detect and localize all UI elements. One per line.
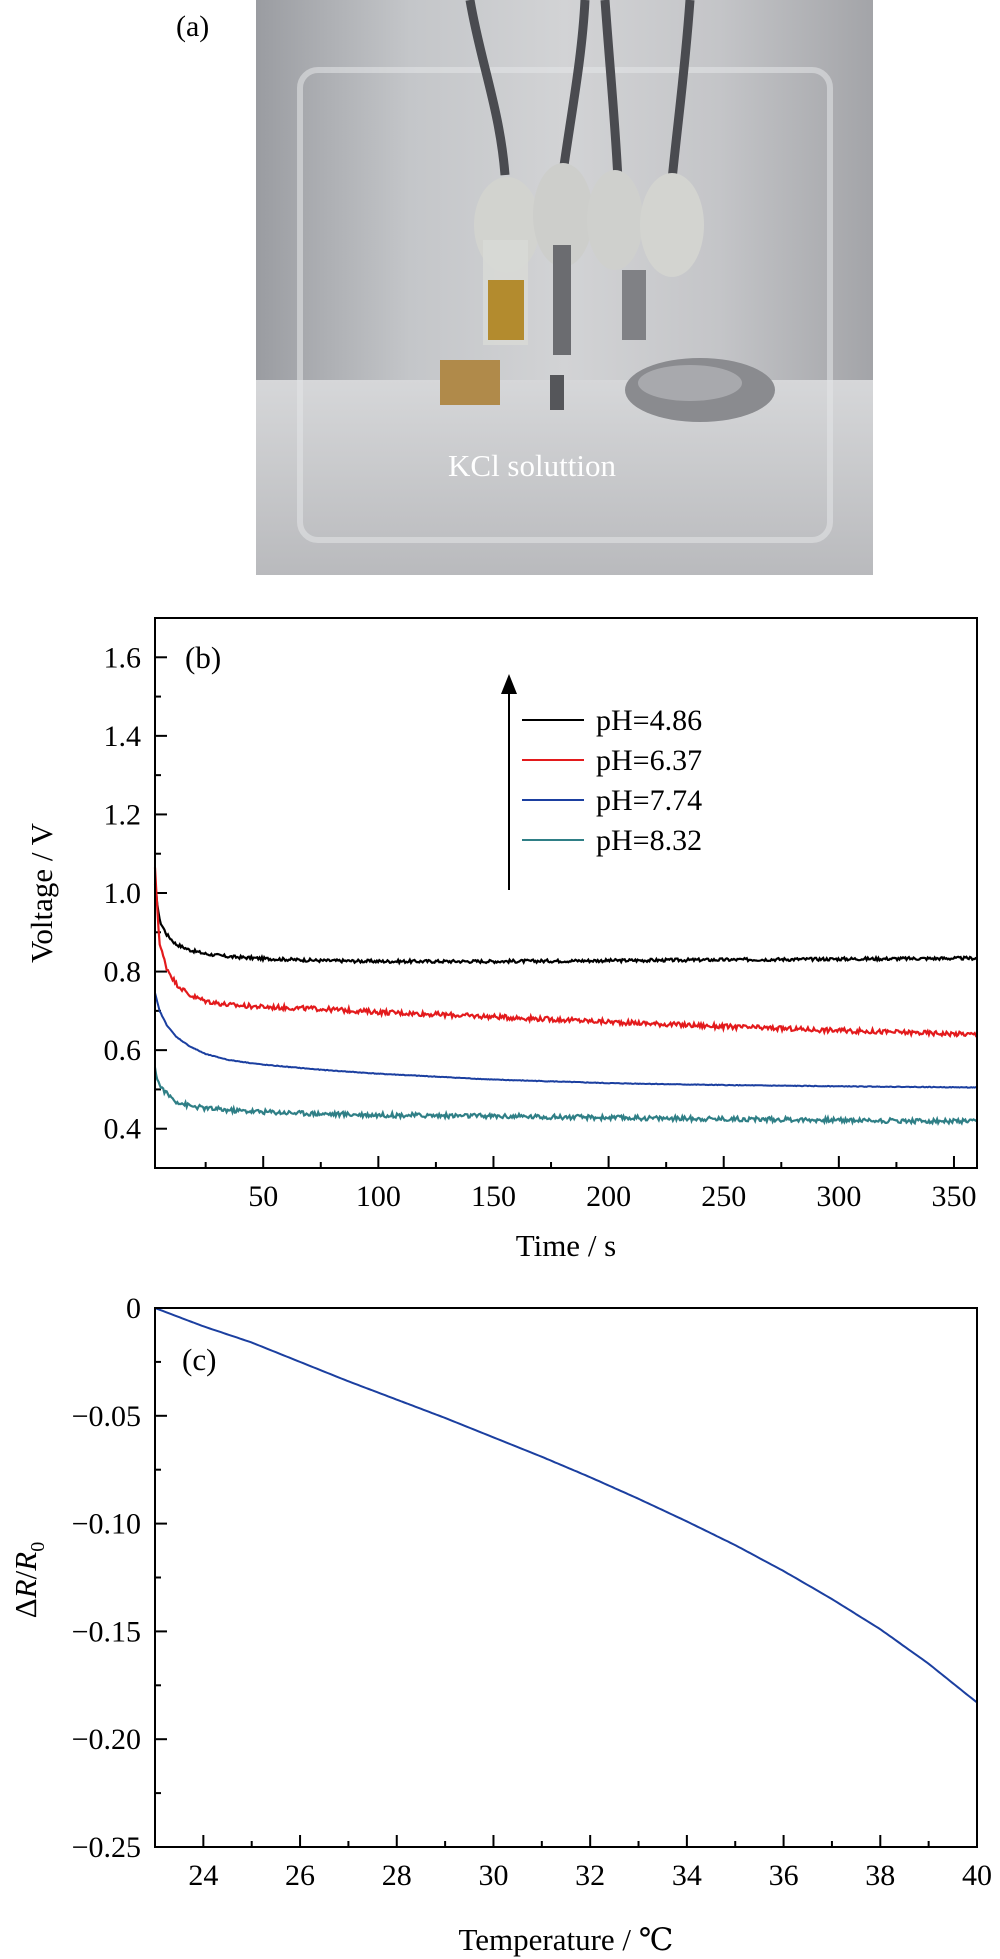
panel-label-c: (c) xyxy=(182,1342,216,1377)
panel-label-b: (b) xyxy=(185,640,221,675)
b-series-line-1 xyxy=(153,867,978,1039)
resistance-temperature-chart: 24 26 28 30 32 34 36 38 40 −0.25 −0.20 −0.15 −0.10 −0… xyxy=(8,1292,992,1957)
b-x-tick-label: 350 xyxy=(931,1180,976,1213)
b-series-line-0 xyxy=(153,883,978,966)
c-x-tick-label: 36 xyxy=(769,1859,799,1892)
c-x-tick-label: 32 xyxy=(575,1859,605,1892)
b-x-tick-label: 50 xyxy=(248,1180,278,1213)
electrode-photo xyxy=(256,0,873,575)
b-x-tick-label: 150 xyxy=(471,1180,516,1213)
c-x-tick-label: 28 xyxy=(382,1859,412,1892)
b-x-tick-label: 200 xyxy=(586,1180,631,1213)
b-x-tick-label: 250 xyxy=(701,1180,746,1213)
c-y-tick-label: −0.25 xyxy=(72,1831,141,1864)
c-x-tick-label: 30 xyxy=(478,1859,508,1892)
c-y-tick-label: 0 xyxy=(126,1292,141,1325)
c-x-tick-label: 26 xyxy=(285,1859,315,1892)
b-x-axis-label: Time / s xyxy=(516,1228,617,1260)
b-tick-group: 50 100 150 200 250 300 350 0.4 0.6 0.8 1.0 1.2 1.4 1.… xyxy=(104,617,976,1213)
c-series-line-0 xyxy=(154,1307,978,1704)
c-tick-group: 24 26 28 30 32 34 36 38 40 −0.25 −0.20 −0.15 −0.10 −0… xyxy=(72,1292,992,1892)
c-y-label-r0: R xyxy=(8,1552,43,1572)
c-y-axis-label: ΔR/R0 xyxy=(8,1542,49,1618)
b-y-tick-label: 0.6 xyxy=(104,1034,142,1067)
c-plot-frame xyxy=(154,1307,978,1848)
b-series-line-3 xyxy=(153,1067,978,1126)
photo-panel: (a) KCl soluttion xyxy=(0,0,1000,580)
c-x-tick-label: 34 xyxy=(672,1859,702,1892)
b-y-tick-label: 1.6 xyxy=(104,641,142,674)
legend-label-3: pH=8.32 xyxy=(596,824,702,857)
c-y-tick-label: −0.15 xyxy=(72,1615,141,1648)
b-y-tick-label: 0.4 xyxy=(104,1113,142,1146)
c-x-tick-label: 24 xyxy=(188,1859,218,1892)
legend-arrow-head xyxy=(501,674,517,694)
voltage-time-chart: 50 100 150 200 250 300 350 0.4 0.6 0.8 1.0 1.2 1.4 1.… xyxy=(24,617,978,1260)
c-x-tick-label: 38 xyxy=(865,1859,895,1892)
legend-label-1: pH=6.37 xyxy=(596,744,702,777)
panel-label-a: (a) xyxy=(176,10,210,43)
b-series-group xyxy=(153,867,978,1126)
c-x-tick-label: 40 xyxy=(962,1859,992,1892)
legend-label-0: pH=4.86 xyxy=(596,704,702,737)
b-y-axis-label: Voltage / V xyxy=(24,822,59,963)
c-y-label-r: R xyxy=(8,1579,43,1599)
c-y-label-delta: Δ xyxy=(8,1598,43,1618)
b-plot-frame xyxy=(154,617,978,1169)
b-y-tick-label: 1.0 xyxy=(104,877,142,910)
c-x-axis-label: Temperature / ℃ xyxy=(459,1922,674,1957)
legend-label-2: pH=7.74 xyxy=(596,784,702,817)
photo-caption: KCl soluttion xyxy=(448,448,616,483)
b-y-tick-label: 1.4 xyxy=(104,720,142,753)
c-y-tick-label: −0.05 xyxy=(72,1400,141,1433)
b-x-tick-label: 300 xyxy=(816,1180,861,1213)
b-legend: pH=4.86 pH=6.37 pH=7.74 pH=8.32 xyxy=(501,674,702,890)
c-y-tick-label: −0.20 xyxy=(72,1723,141,1756)
b-y-tick-label: 1.2 xyxy=(104,798,142,831)
c-y-label-sub: 0 xyxy=(27,1542,49,1552)
b-x-tick-label: 100 xyxy=(356,1180,401,1213)
c-series-group xyxy=(154,1307,978,1704)
c-y-tick-label: −0.10 xyxy=(72,1508,141,1541)
b-series-line-2 xyxy=(154,992,978,1089)
c-y-label-slash: / xyxy=(8,1570,43,1579)
b-y-tick-label: 0.8 xyxy=(104,956,142,989)
